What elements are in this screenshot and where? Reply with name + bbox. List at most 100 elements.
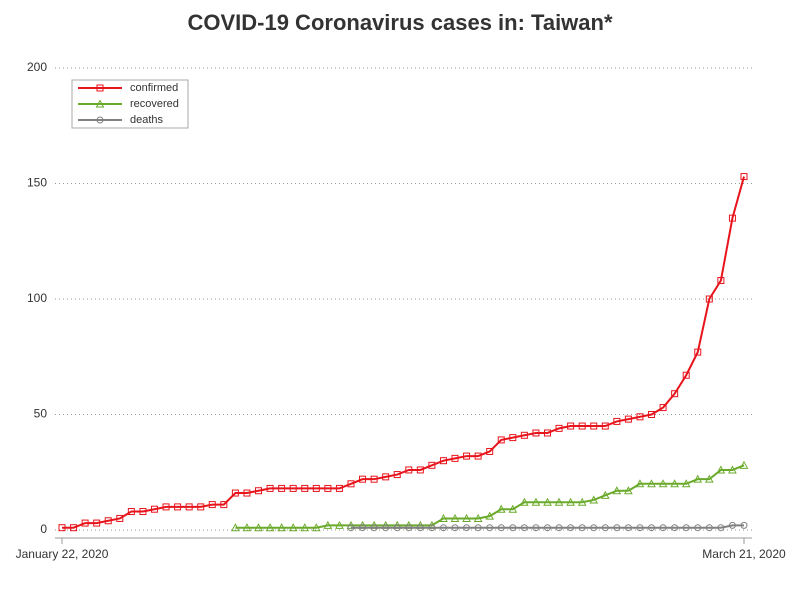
marker [717, 524, 725, 532]
legend-label: recovered [130, 98, 179, 110]
marker [393, 471, 401, 479]
marker [705, 295, 713, 303]
x-tick-label: March 21, 2020 [702, 547, 786, 561]
marker [613, 524, 621, 532]
marker [486, 524, 494, 532]
marker [739, 460, 749, 469]
marker [728, 465, 737, 474]
marker [347, 480, 355, 488]
marker [451, 454, 459, 462]
marker [311, 523, 321, 532]
marker [393, 524, 401, 532]
marker [486, 447, 494, 455]
marker [590, 422, 598, 430]
marker [496, 504, 506, 513]
series-line [62, 176, 745, 529]
marker [278, 484, 286, 492]
marker [670, 479, 679, 488]
marker [335, 520, 344, 529]
legend: confirmed recovered deaths [71, 79, 189, 129]
marker [543, 497, 552, 506]
marker [567, 422, 575, 430]
marker [289, 484, 297, 492]
marker [681, 479, 691, 488]
marker [693, 474, 703, 483]
marker [601, 524, 609, 532]
marker [624, 415, 632, 423]
marker [185, 503, 193, 511]
marker [451, 524, 459, 532]
marker [728, 214, 736, 222]
marker [601, 422, 609, 430]
marker [694, 524, 702, 532]
marker [231, 523, 240, 532]
marker [647, 479, 656, 488]
marker [266, 484, 274, 492]
marker [532, 429, 540, 437]
marker [359, 524, 367, 532]
marker [648, 524, 656, 532]
marker [578, 422, 586, 430]
marker [589, 495, 599, 504]
marker [416, 524, 424, 532]
legend-label: deaths [130, 114, 164, 126]
marker [648, 411, 656, 418]
marker [658, 479, 668, 488]
marker [463, 452, 471, 460]
marker [555, 424, 563, 432]
marker [428, 461, 436, 469]
marker [613, 417, 621, 425]
marker [220, 501, 228, 509]
marker [324, 484, 332, 492]
marker [347, 524, 355, 532]
marker [301, 484, 309, 492]
marker [509, 524, 517, 532]
marker [659, 524, 667, 532]
marker [382, 473, 390, 481]
marker [323, 520, 333, 529]
marker [508, 504, 518, 513]
marker [682, 524, 690, 532]
marker [416, 466, 424, 474]
marker [671, 390, 679, 398]
marker [705, 524, 713, 532]
marker [577, 497, 587, 506]
marker [543, 524, 551, 532]
marker [104, 517, 112, 525]
marker [578, 524, 586, 532]
marker [717, 277, 725, 285]
marker [58, 524, 66, 532]
marker [566, 497, 575, 506]
marker [624, 524, 632, 532]
marker [370, 524, 378, 532]
marker [174, 503, 182, 511]
marker [590, 524, 598, 532]
marker [370, 475, 378, 483]
marker [636, 524, 644, 532]
marker [462, 513, 471, 522]
marker [81, 519, 89, 527]
marker [497, 436, 505, 444]
marker [243, 489, 251, 497]
y-tick-label: 100 [27, 291, 47, 305]
y-tick-label: 150 [27, 176, 47, 190]
marker [728, 521, 736, 529]
marker [497, 524, 505, 532]
marker [463, 524, 471, 532]
marker [532, 524, 540, 532]
marker [162, 503, 170, 511]
marker [208, 501, 216, 509]
marker [288, 523, 298, 532]
marker [428, 524, 436, 532]
marker [231, 489, 239, 497]
marker [474, 452, 482, 460]
marker [359, 475, 367, 483]
marker [335, 484, 343, 492]
marker [509, 434, 517, 442]
legend-marker [95, 99, 105, 108]
marker [520, 524, 528, 532]
legend-marker [96, 84, 104, 92]
marker [682, 371, 690, 379]
y-tick-label: 0 [40, 522, 47, 536]
